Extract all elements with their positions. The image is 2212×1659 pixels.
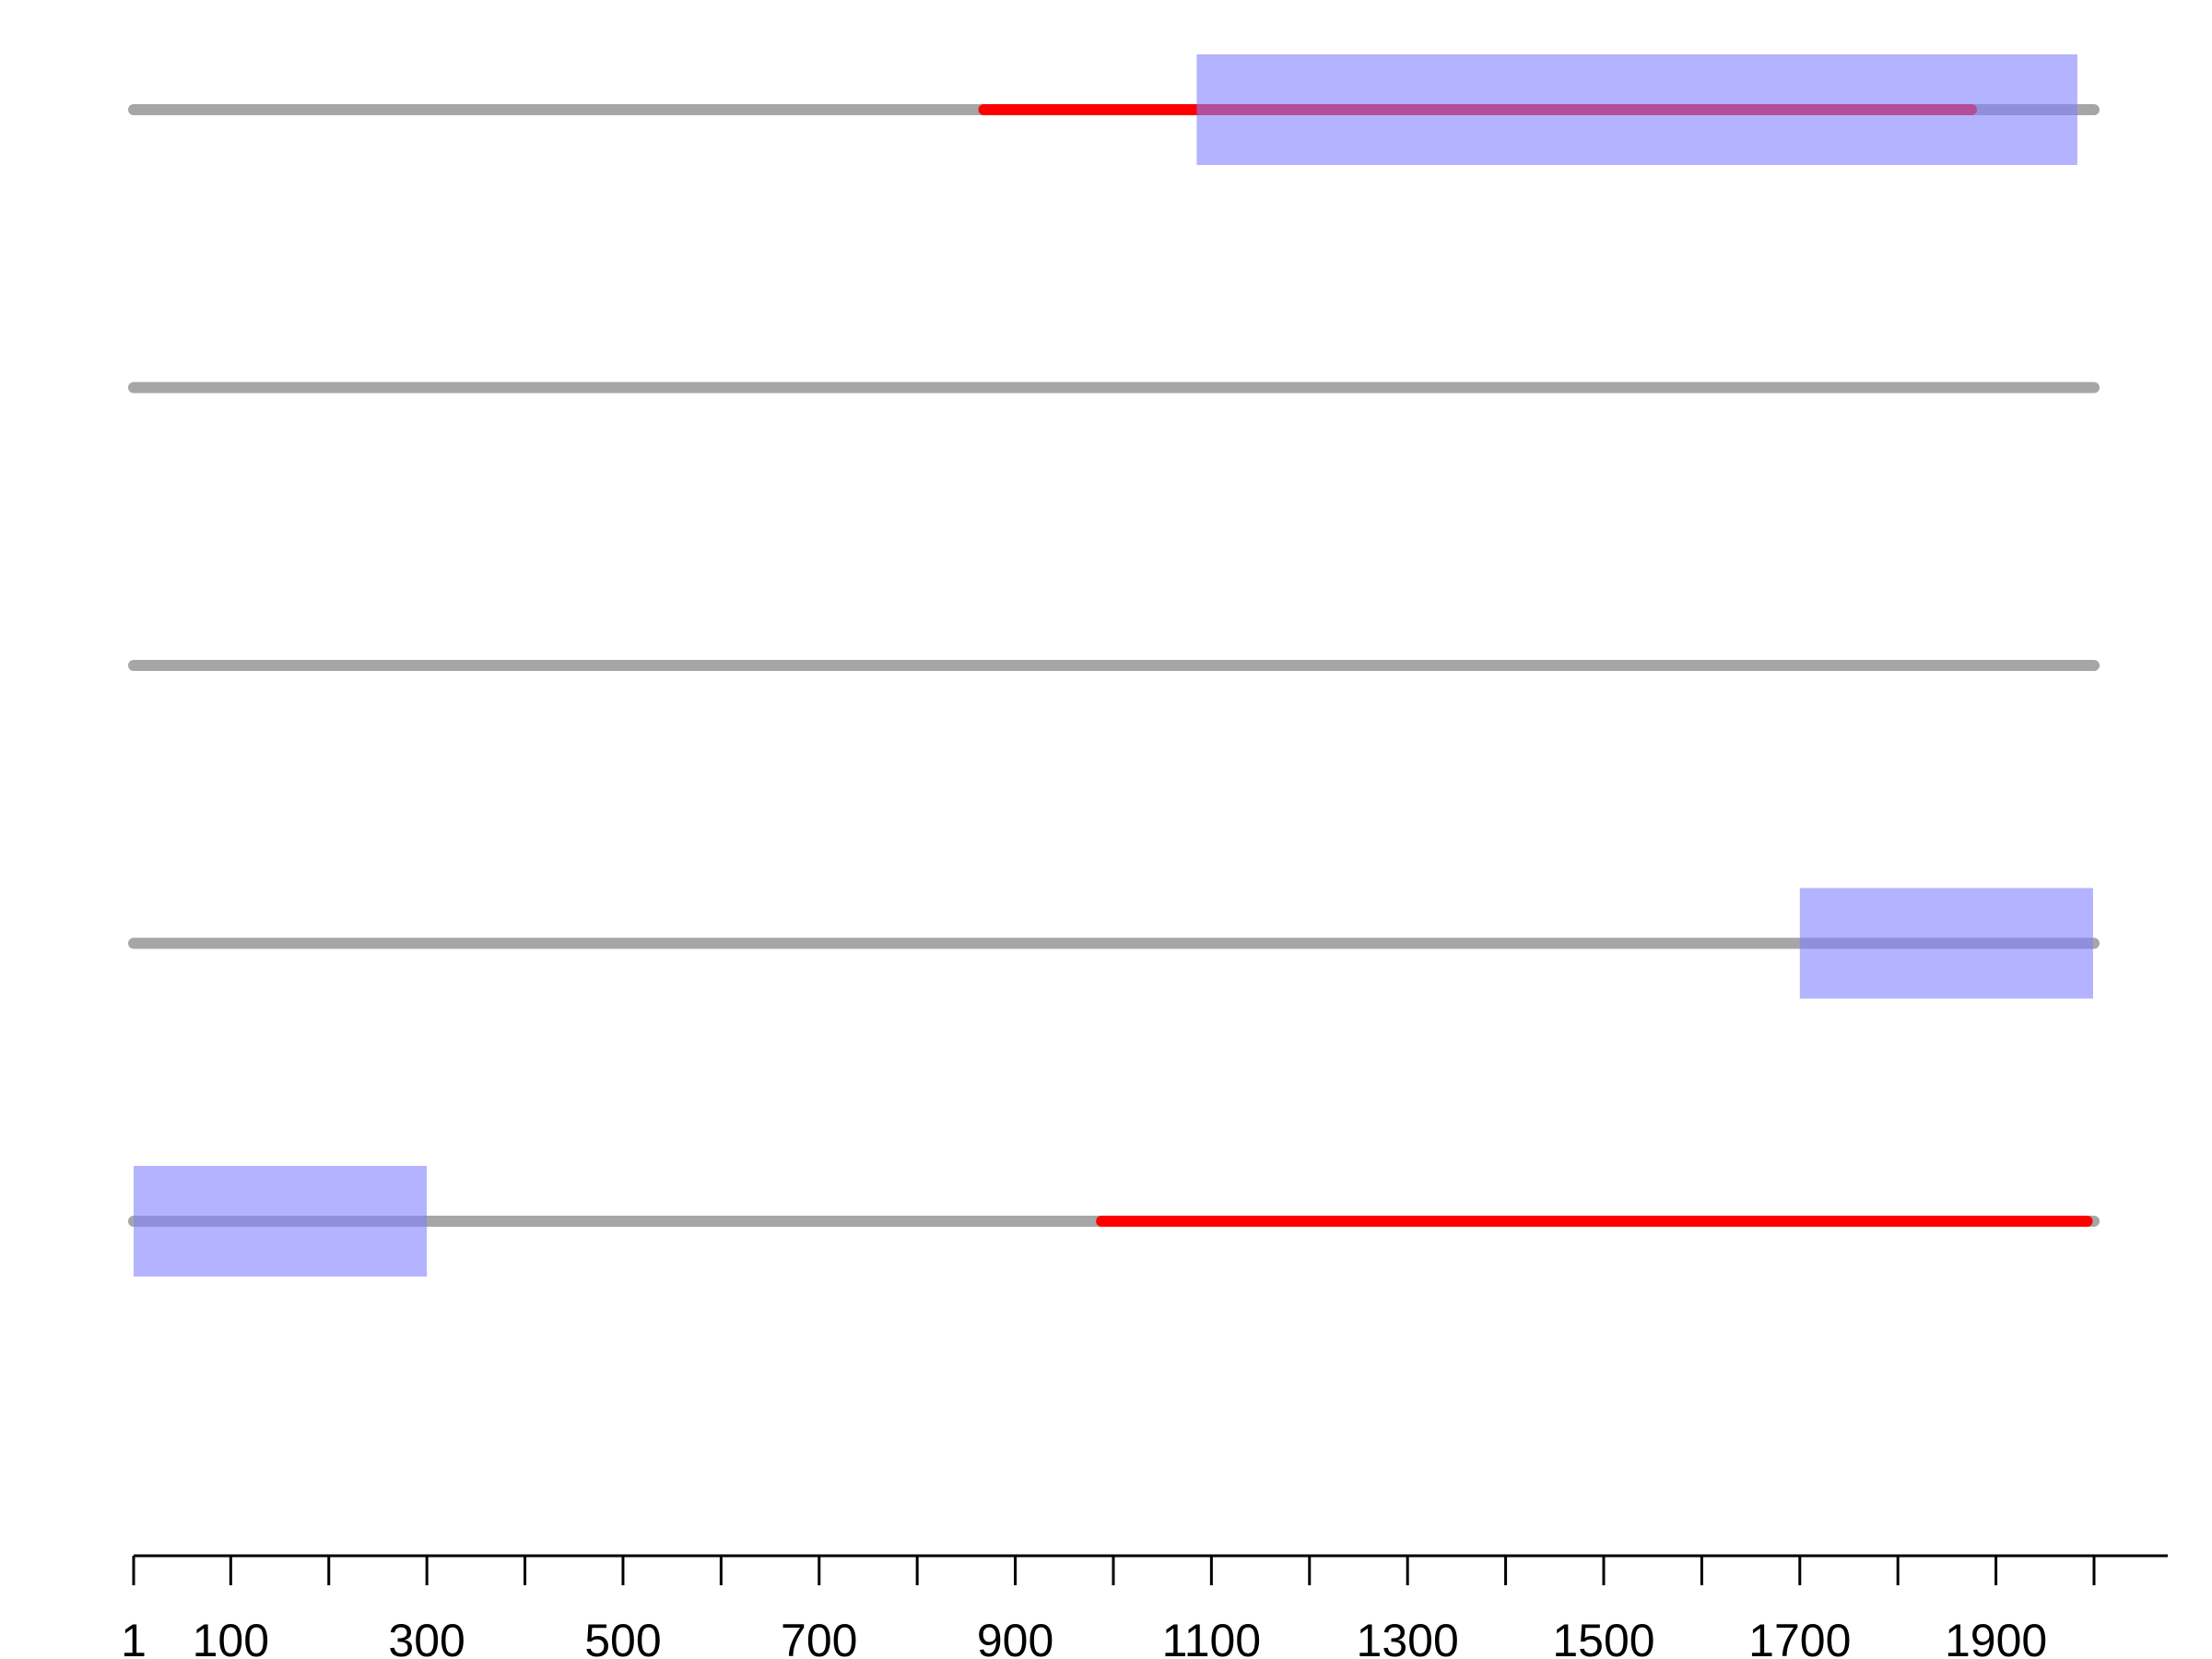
- x-tick-label: 100: [193, 1615, 269, 1659]
- x-tick-label: 1: [121, 1615, 147, 1659]
- track-box: [134, 1166, 428, 1277]
- x-tick-label: 1700: [1748, 1615, 1851, 1659]
- x-tick-label: 700: [781, 1615, 857, 1659]
- track-4: [128, 888, 2100, 999]
- track-1: [128, 54, 2100, 165]
- x-tick-label: 300: [388, 1615, 465, 1659]
- x-tick-label: 1900: [1945, 1615, 2047, 1659]
- track-5: [128, 1166, 2100, 1277]
- x-tick-label: 1500: [1552, 1615, 1654, 1659]
- x-axis: 1 100 300 500 700 900 1100 1300 1500 1700 1900: [121, 1554, 2168, 1659]
- x-tick-label: 1300: [1357, 1615, 1459, 1659]
- tracks-layer: [128, 54, 2100, 1277]
- track-box: [1799, 888, 2093, 999]
- x-tick-label: 500: [584, 1615, 661, 1659]
- x-tick-label: 1100: [1162, 1615, 1262, 1659]
- track-box: [1196, 54, 2077, 165]
- x-tick-label: 900: [977, 1615, 1053, 1659]
